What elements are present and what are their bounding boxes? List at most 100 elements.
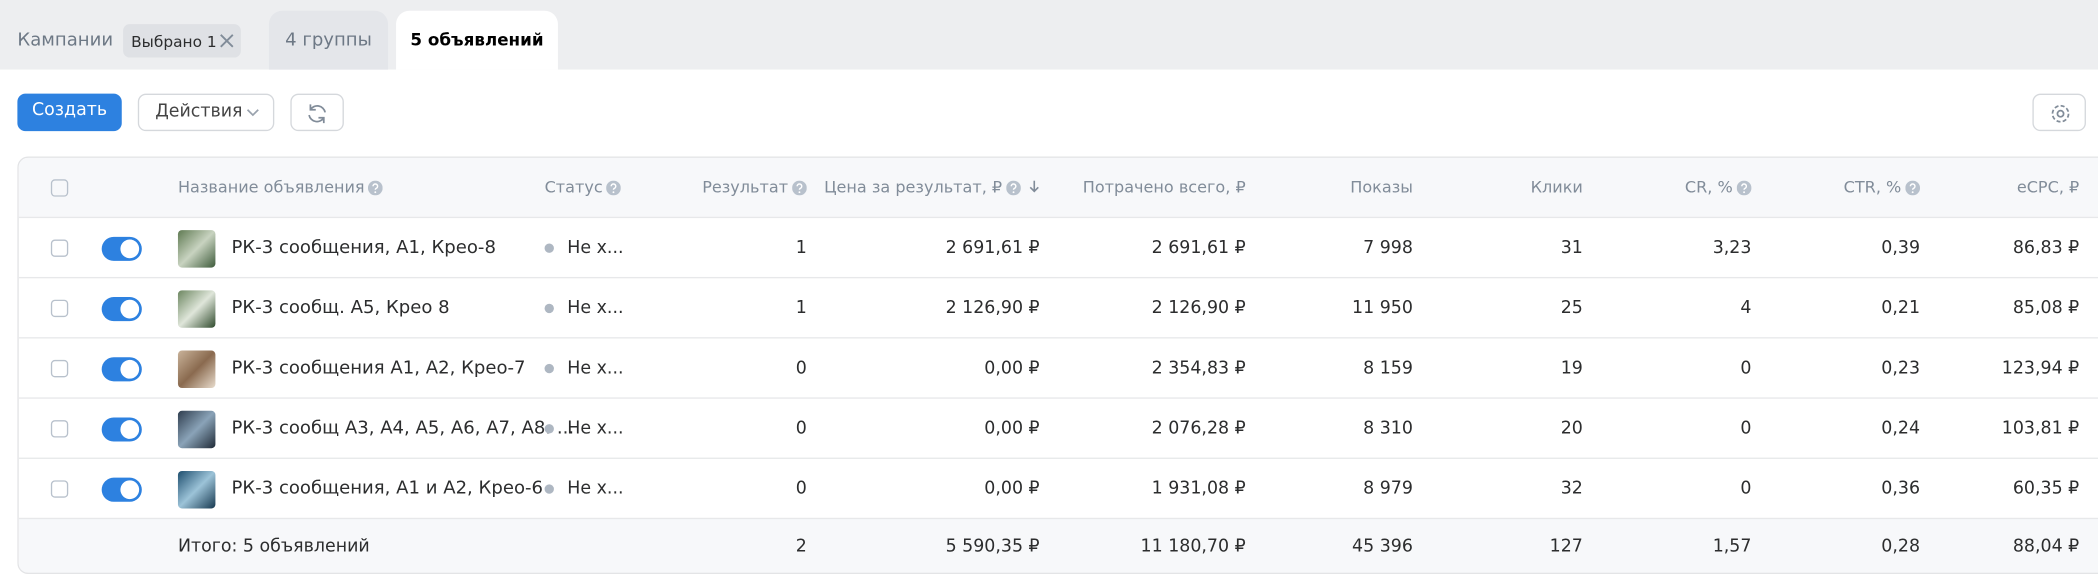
- create-button[interactable]: Создать: [17, 93, 122, 132]
- settings-button[interactable]: [2032, 93, 2086, 132]
- metric-value: 20: [1560, 418, 1583, 439]
- ad-name[interactable]: РК-3 сообщ. А5, Крео 8: [231, 297, 450, 319]
- table-row[interactable]: РК-3 сообщения, А1, Крео-8 Не х... 1 2 691,…: [18, 216, 2098, 277]
- total-row: Итого: 5 объявлений 2 5 590,35 ₽ 11 180,70 …: [18, 517, 2098, 573]
- metric-value: 8 979: [1363, 478, 1413, 499]
- metric-value: 2 076,28 ₽: [1151, 418, 1246, 439]
- metric-value: 1: [795, 237, 807, 258]
- metric-value: 86,83 ₽: [2012, 237, 2080, 258]
- total-value: 1,57: [1712, 535, 1752, 556]
- metric-value: 0: [795, 418, 807, 439]
- metric-value: 19: [1560, 357, 1583, 378]
- chip-close[interactable]: [219, 33, 234, 48]
- settings-icon: [2051, 104, 2070, 123]
- ad-name[interactable]: РК-3 сообщения А1, А2, Крео-7: [231, 357, 526, 379]
- metric-value: 123,94 ₽: [2001, 357, 2080, 378]
- table-row[interactable]: РК-3 сообщ А3, А4, А5, А6, А7, А8. ... Не…: [18, 397, 2098, 458]
- column-header[interactable]: Клики: [1531, 158, 1583, 217]
- status-dot: [544, 363, 554, 373]
- metric-value: 2 354,83 ₽: [1151, 357, 1246, 378]
- help-icon: [792, 179, 807, 195]
- column-header[interactable]: Название объявления: [177, 158, 384, 217]
- ad-thumbnail: [177, 410, 216, 448]
- column-header[interactable]: Статус: [545, 158, 622, 217]
- metric-value: 0,00 ₽: [984, 478, 1040, 499]
- total-value: 0,28: [1881, 535, 1921, 556]
- status-toggle[interactable]: [101, 236, 142, 261]
- column-title: Потрачено всего, ₽: [1082, 177, 1246, 197]
- column-header[interactable]: CTR, %: [1843, 158, 1921, 217]
- ad-name[interactable]: РК-3 сообщения, А1, Крео-8: [231, 236, 496, 259]
- metric-value: 25: [1560, 297, 1583, 318]
- tab-groups[interactable]: 4 группы: [268, 10, 389, 70]
- status-text: Не х...: [567, 297, 624, 318]
- total-value: 11 180,70 ₽: [1140, 535, 1246, 556]
- status-text: Не х...: [567, 418, 624, 439]
- column-header[interactable]: Результат: [702, 158, 807, 217]
- row-checkbox[interactable]: [50, 299, 69, 318]
- total-value: 2: [795, 535, 807, 556]
- column-title: Результат: [702, 177, 789, 197]
- metric-value: 7 998: [1363, 237, 1413, 258]
- column-header[interactable]: Потрачено всего, ₽: [1083, 158, 1246, 217]
- tab-ads[interactable]: 5 объявлений: [396, 10, 558, 70]
- metric-value: 1: [795, 297, 807, 318]
- metric-value: 3,23: [1712, 237, 1752, 258]
- metric-value: 32: [1560, 478, 1583, 499]
- metric-value: 60,35 ₽: [2012, 478, 2080, 499]
- row-checkbox[interactable]: [50, 420, 69, 438]
- column-title: CTR, %: [1843, 177, 1902, 197]
- status-toggle[interactable]: [101, 476, 142, 502]
- ad-name[interactable]: РК-3 сообщ А3, А4, А5, А6, А7, А8. ...: [231, 417, 575, 439]
- sort-icon[interactable]: [1029, 180, 1040, 194]
- chip[interactable]: Выбрано 1: [123, 24, 241, 58]
- status-toggle[interactable]: [101, 296, 142, 321]
- status: Не х...: [544, 339, 624, 398]
- status-dot: [544, 242, 554, 253]
- total-value: 45 396: [1352, 535, 1413, 556]
- tab-bar: Кампании Выбрано 1 4 группы 5 объявлений: [0, 0, 2098, 70]
- refresh-icon: [308, 104, 326, 124]
- metric-value: 2 126,90 ₽: [1151, 297, 1246, 318]
- total-value: 88,04 ₽: [2012, 535, 2080, 556]
- column-header[interactable]: Показы: [1350, 158, 1413, 217]
- row-checkbox[interactable]: [50, 239, 69, 257]
- ad-thumbnail: [177, 349, 216, 388]
- status-dot: [544, 483, 554, 494]
- column-title: eCPC, ₽: [2016, 177, 2080, 197]
- ad-name[interactable]: РК-3 сообщения, А1 и А2, Крео-6: [231, 477, 544, 500]
- tab-campaigns[interactable]: Кампании: [17, 29, 114, 51]
- status-text: Не х...: [567, 357, 624, 378]
- table-row[interactable]: РК-3 сообщения А1, А2, Крео-7 Не х... 0 0,0…: [18, 337, 2098, 398]
- help-icon: [1006, 179, 1021, 195]
- status-toggle[interactable]: [101, 416, 142, 441]
- column-title: Статус: [544, 177, 603, 197]
- column-title: Название объявления: [177, 177, 365, 197]
- metric-value: 2 691,61 ₽: [1151, 237, 1246, 258]
- actions-label: Действия: [155, 101, 243, 122]
- ad-thumbnail: [177, 289, 216, 328]
- help-icon: [606, 179, 622, 195]
- column-header[interactable]: CR, %: [1685, 158, 1752, 217]
- column-header[interactable]: Цена за результат, ₽: [824, 158, 1040, 217]
- metric-value: 8 310: [1363, 418, 1413, 439]
- table-row[interactable]: РК-3 сообщения, А1 и А2, Крео-6 Не х... 0 0…: [18, 457, 2098, 518]
- metric-value: 103,81 ₽: [2001, 418, 2080, 439]
- refresh-button[interactable]: [290, 93, 344, 132]
- table-row[interactable]: РК-3 сообщ. А5, Крео 8 Не х... 1 2 126,90 ₽…: [18, 276, 2098, 337]
- metric-value: 0,39: [1881, 237, 1921, 258]
- status: Не х...: [544, 399, 624, 458]
- status-text: Не х...: [567, 478, 624, 499]
- metric-value: 11 950: [1352, 297, 1413, 318]
- ad-thumbnail: [177, 470, 216, 508]
- select-all-checkbox[interactable]: [50, 178, 69, 197]
- actions-button[interactable]: Действия: [137, 93, 275, 132]
- column-title: Клики: [1530, 177, 1583, 197]
- row-checkbox[interactable]: [50, 359, 69, 378]
- total-value: 127: [1549, 535, 1583, 556]
- column-header[interactable]: eCPC, ₽: [2017, 158, 2079, 217]
- status-toggle[interactable]: [101, 356, 142, 381]
- row-checkbox[interactable]: [50, 480, 69, 498]
- metric-value: 0,24: [1881, 418, 1921, 439]
